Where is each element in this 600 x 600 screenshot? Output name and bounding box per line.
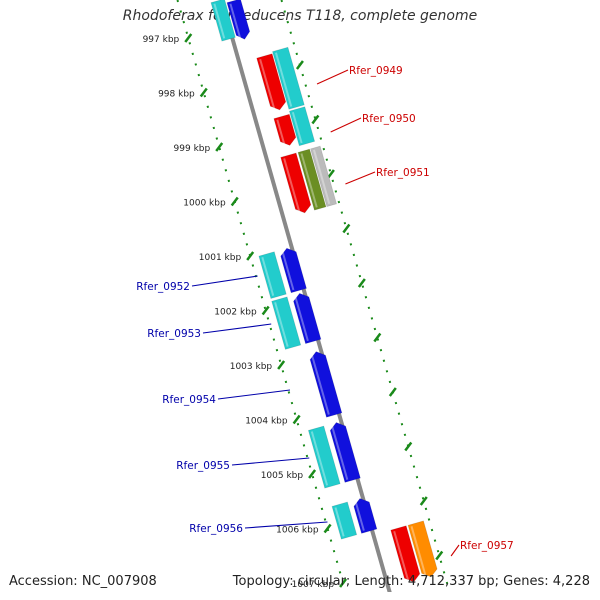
scale-tick xyxy=(388,387,397,397)
scale-tick-label: 1005 kbp xyxy=(261,471,304,481)
gene-leader-line xyxy=(450,544,460,557)
gene-block-rfer_0957[interactable] xyxy=(407,520,439,579)
gene-block-rfer_0956[interactable] xyxy=(352,496,378,534)
scale-tick xyxy=(435,550,444,561)
gene-block-rfer_0953[interactable] xyxy=(292,291,322,345)
gene-block-rfer_0955[interactable] xyxy=(329,420,361,483)
scale-tick xyxy=(230,196,239,207)
gene-leader-line xyxy=(191,275,258,287)
scale-tick-label: 997 kbp xyxy=(143,35,180,45)
topology-value: circular xyxy=(297,574,346,589)
length-label: Length: xyxy=(354,574,404,589)
scale-tick xyxy=(373,332,382,343)
scale-tick-label: 999 kbp xyxy=(174,144,211,154)
gene-leader-line xyxy=(316,69,349,85)
scale-tick xyxy=(277,360,286,370)
gene-block-rfer_0949[interactable] xyxy=(272,46,305,110)
map-title: Rhodoferax ferrireducens T118, complete … xyxy=(122,8,478,24)
gene-label-rfer_0954[interactable]: Rfer_0954 xyxy=(162,394,216,406)
topology-label: Topology: xyxy=(232,574,294,589)
gene-leader-line xyxy=(217,389,291,400)
scale-tick xyxy=(326,169,335,179)
gene-block-rfer_0951[interactable] xyxy=(310,145,338,208)
gene-label-rfer_0955[interactable]: Rfer_0955 xyxy=(176,460,230,472)
gene-block-rfer_0956[interactable] xyxy=(331,501,358,540)
accession-label: Accession: xyxy=(9,574,78,589)
summary-footer: Topology: circular; Length: 4,712,337 bp… xyxy=(232,574,590,589)
scale-tick xyxy=(357,278,366,288)
accession-value: NC_007908 xyxy=(81,574,157,589)
scale-tick xyxy=(246,251,255,261)
gene-block-rfer_0951[interactable] xyxy=(297,148,327,211)
scale-tick xyxy=(215,142,224,152)
gene-block-partial-top[interactable] xyxy=(226,0,251,41)
gene-block-rfer_0952[interactable] xyxy=(279,246,307,294)
gene-leader-line xyxy=(244,521,328,529)
scale-tick-label: 1001 kbp xyxy=(199,253,242,263)
gene-label-rfer_0949[interactable]: Rfer_0949 xyxy=(349,65,403,77)
gene-label-rfer_0950[interactable]: Rfer_0950 xyxy=(362,113,416,125)
gene-label-rfer_0953[interactable]: Rfer_0953 xyxy=(147,328,201,340)
gene-leader-line xyxy=(330,117,362,133)
gene-leader-line xyxy=(202,323,272,334)
gene-label-rfer_0956[interactable]: Rfer_0956 xyxy=(189,523,243,535)
scale-tick xyxy=(199,87,208,98)
gene-label-rfer_0957[interactable]: Rfer_0957 xyxy=(460,540,514,552)
scale-tick xyxy=(323,523,332,534)
gene-block-rfer_0953[interactable] xyxy=(271,296,302,350)
scale-tick xyxy=(295,60,304,70)
gene-label-rfer_0951[interactable]: Rfer_0951 xyxy=(376,167,430,179)
scale-tick xyxy=(184,33,193,43)
scale-tick-label: 1004 kbp xyxy=(245,417,288,427)
scale-tick-label: 1006 kbp xyxy=(276,526,319,536)
scale-tick-label: 1007 kbp xyxy=(292,580,335,590)
gene-leader-line xyxy=(345,171,376,185)
genes-label: Genes: xyxy=(503,574,549,589)
gene-block-rfer_0950[interactable] xyxy=(288,106,316,147)
gene-block-partial-top[interactable] xyxy=(210,0,236,42)
scale-tick xyxy=(342,223,351,234)
accession-footer: Accession: NC_007908 xyxy=(9,574,157,589)
gene-block-rfer_0955[interactable] xyxy=(307,425,341,489)
scale-tick xyxy=(261,305,270,316)
scale-tick xyxy=(308,469,317,479)
gene-block-rfer_0949[interactable] xyxy=(256,53,288,112)
gene-block-rfer_0957[interactable] xyxy=(390,525,422,584)
scale-tick xyxy=(311,114,320,125)
gene-leader-line xyxy=(231,457,310,466)
gene-block-rfer_0950[interactable] xyxy=(273,113,298,147)
gene-block-rfer_0954[interactable] xyxy=(308,349,343,418)
genes-value: 4,228 xyxy=(552,574,590,589)
scale-tick xyxy=(419,496,428,506)
gene-label-rfer_0952[interactable]: Rfer_0952 xyxy=(136,281,190,293)
left-scale-track xyxy=(176,0,347,592)
scale-tick xyxy=(339,578,348,588)
scale-tick-label: 1003 kbp xyxy=(230,362,273,372)
scale-tick xyxy=(292,414,301,425)
scale-tick-label: 998 kbp xyxy=(158,90,195,100)
scale-tick-label: 1002 kbp xyxy=(214,308,257,318)
gene-block-rfer_0952[interactable] xyxy=(258,251,287,299)
length-value: 4,712,337 bp xyxy=(407,574,495,589)
gene-block-rfer_0951[interactable] xyxy=(280,152,313,215)
scale-tick xyxy=(404,441,413,452)
scale-tick-label: 1000 kbp xyxy=(183,199,226,209)
